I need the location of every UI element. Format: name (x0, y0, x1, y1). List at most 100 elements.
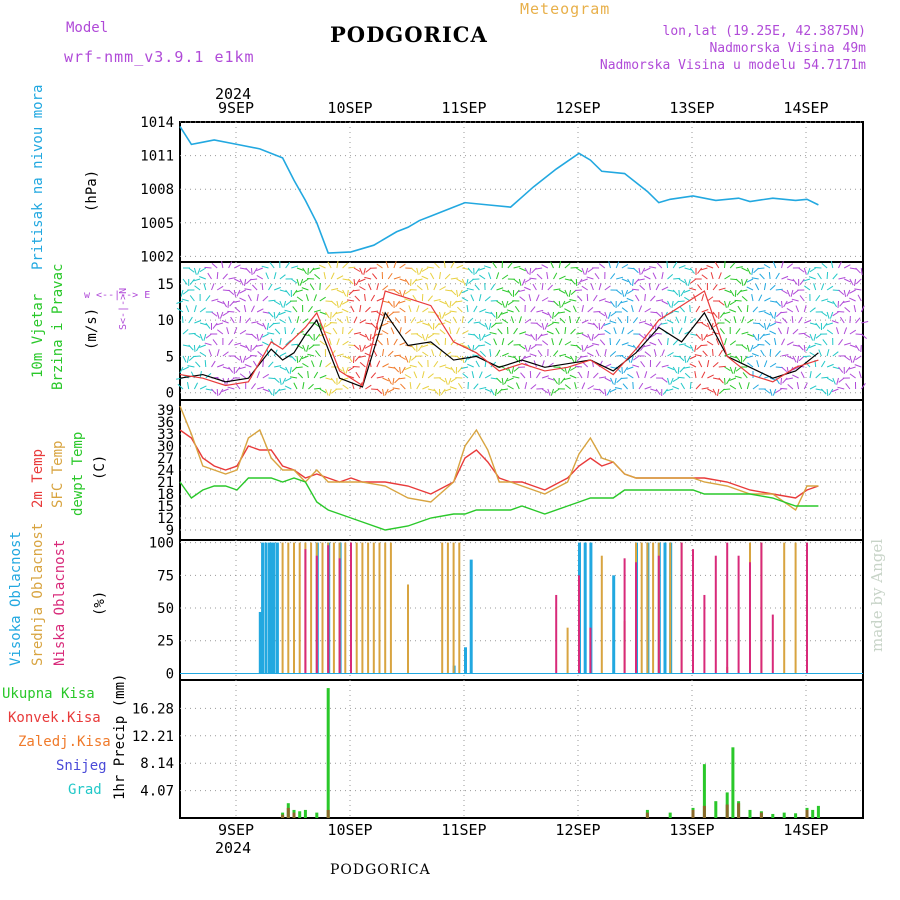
wind-arrow (838, 339, 844, 346)
wind-arrow (553, 288, 561, 291)
wind-arrow (734, 299, 742, 302)
wind-arrow (544, 322, 549, 330)
wind-arrow (203, 283, 207, 291)
wind-arrow (330, 377, 336, 384)
wind-arrow (268, 299, 276, 302)
wind-arrow (741, 295, 748, 302)
meteogram-label: Meteogram (520, 0, 611, 18)
wind-arrow (250, 354, 258, 357)
wind-arrow (461, 315, 464, 324)
wind-arrow (690, 278, 697, 284)
wind-arrow (838, 289, 845, 295)
wind-arrow (507, 377, 514, 382)
wind-arrow (411, 278, 418, 285)
wind-arrow (620, 300, 628, 304)
wind-arrow (766, 322, 771, 330)
wind-arrow (514, 289, 520, 296)
wind-arrow (216, 322, 224, 326)
wind-arrow (242, 355, 247, 363)
wind-arrow (387, 272, 393, 280)
wind-arrow (496, 377, 502, 384)
wind-arrow (742, 372, 748, 379)
wind-arrow (218, 388, 224, 396)
wind-arrow (492, 261, 497, 269)
wind-arrow (512, 375, 520, 379)
cloud-bar-low (760, 542, 763, 674)
wind-arrow (655, 311, 662, 318)
bottom-date-axis: 9SEP 10SEP 11SEP 12SEP 13SEP 14SEP (218, 821, 829, 839)
wind-arrow (763, 283, 767, 291)
cloud-bar-mid (372, 542, 375, 674)
wind-arrow (592, 343, 600, 346)
wind-arrow (838, 261, 842, 269)
wind-arrow (251, 284, 258, 291)
wind-arrow (780, 377, 782, 386)
wind-arrow (518, 278, 522, 286)
wind-arrow (221, 320, 229, 324)
wind-arrow (359, 319, 367, 324)
wind-arrow (530, 384, 537, 390)
wind-arrow (346, 316, 349, 324)
wind-arrow (786, 300, 794, 305)
wind-arrow (678, 289, 681, 298)
wind-arrow (706, 340, 714, 346)
wind-arrow (798, 332, 806, 335)
wind-arrow (456, 306, 463, 313)
y-tick-temp: 24 (157, 463, 174, 479)
wind-arrow (376, 263, 383, 269)
wind-arrow (559, 317, 566, 324)
wind-arrow (541, 322, 545, 330)
wind-arrow (592, 294, 598, 302)
temp-sfc-line (179, 405, 819, 512)
wind-arrow (701, 387, 709, 390)
y-tick-cloud: 75 (157, 568, 174, 584)
y-tick-temp: 30 (157, 439, 174, 455)
wind-arrow (490, 311, 496, 318)
wind-arrow (359, 333, 367, 338)
wind-arrow (193, 267, 197, 275)
precip-bar-total (668, 812, 672, 818)
wind-arrow (365, 384, 372, 390)
wind-arrow (764, 297, 771, 302)
wind-arrow (838, 377, 845, 383)
wind-arrow (741, 331, 749, 335)
wind-arrow (638, 333, 645, 339)
wind-arrow (563, 377, 571, 381)
wind-arrow (535, 267, 543, 270)
wind-arrow (714, 261, 720, 269)
wind-arrow (387, 300, 393, 307)
cloud-bar-mid (298, 542, 301, 674)
wind-arrow (649, 333, 657, 339)
wind-arrow (638, 267, 641, 275)
cloud-bar-mid (458, 542, 461, 674)
temp-unit: (C) (92, 455, 108, 480)
wind-arrow (410, 344, 416, 351)
wind-arrow (537, 333, 543, 340)
wind-arrow (325, 311, 330, 319)
wind-arrow (831, 320, 839, 324)
wind-arrow (262, 388, 270, 392)
wind-arrow (261, 265, 269, 269)
wind-arrow (551, 338, 554, 346)
y-tick-temp: 15 (157, 499, 174, 515)
wind-arrow (484, 311, 493, 315)
wind-arrow (689, 355, 697, 360)
wind-arrow (478, 294, 482, 302)
wind-arrow (216, 285, 224, 291)
wind-arrow (251, 333, 257, 340)
wind-arrow (775, 388, 782, 394)
cloud-bar-mid (332, 542, 335, 674)
wind-arrow (695, 305, 701, 313)
wind-arrow (770, 300, 778, 303)
wind-arrow (313, 309, 321, 313)
wind-arrow (319, 311, 327, 315)
wind-arrow (769, 388, 773, 396)
wind-arrow (849, 373, 856, 379)
wind-arrow (654, 332, 662, 335)
coords-label: lon,lat (19.25E, 42.3875N) (662, 24, 867, 39)
wind-arrow (781, 300, 783, 309)
wind-arrow (336, 318, 343, 324)
wind-arrow (781, 289, 788, 295)
wind-arrow (758, 310, 766, 313)
wind-arrow (689, 317, 696, 324)
